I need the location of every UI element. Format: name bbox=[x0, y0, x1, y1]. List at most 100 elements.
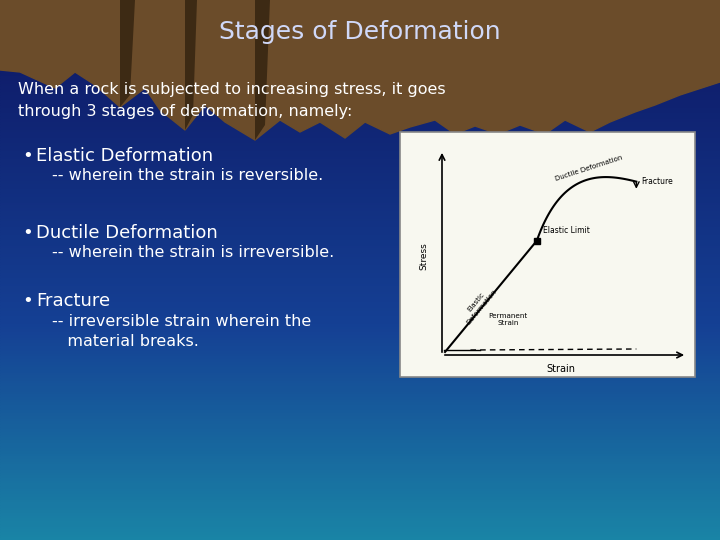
Bar bbox=[0, 437, 720, 440]
Bar bbox=[0, 348, 720, 351]
Bar bbox=[0, 321, 720, 324]
Text: Elastic
Deformation: Elastic Deformation bbox=[460, 284, 498, 325]
Bar bbox=[0, 335, 720, 338]
Bar bbox=[0, 389, 720, 392]
Bar bbox=[0, 146, 720, 148]
Bar bbox=[0, 448, 720, 451]
Bar bbox=[0, 521, 720, 524]
Bar bbox=[0, 224, 720, 227]
Bar bbox=[0, 219, 720, 221]
Bar bbox=[0, 367, 720, 370]
Bar bbox=[0, 202, 720, 205]
Bar bbox=[0, 267, 720, 270]
Bar bbox=[0, 435, 720, 437]
Bar bbox=[0, 346, 720, 348]
Bar bbox=[0, 489, 720, 491]
Bar bbox=[0, 76, 720, 78]
Bar bbox=[0, 227, 720, 229]
Bar bbox=[0, 427, 720, 429]
Bar bbox=[0, 111, 720, 113]
Bar bbox=[0, 273, 720, 275]
Bar bbox=[0, 351, 720, 354]
Bar bbox=[0, 386, 720, 389]
Bar bbox=[0, 200, 720, 202]
Bar bbox=[0, 0, 720, 3]
Bar bbox=[0, 243, 720, 246]
Text: Stress: Stress bbox=[420, 242, 428, 271]
Bar bbox=[0, 232, 720, 235]
Text: •: • bbox=[22, 224, 32, 242]
Bar bbox=[0, 73, 720, 76]
Bar bbox=[0, 40, 720, 43]
Bar bbox=[0, 165, 720, 167]
Bar bbox=[0, 491, 720, 494]
Bar bbox=[0, 116, 720, 119]
Bar bbox=[0, 127, 720, 130]
Bar bbox=[0, 532, 720, 535]
Bar bbox=[0, 122, 720, 124]
Bar bbox=[0, 62, 720, 65]
Bar bbox=[0, 30, 720, 32]
Bar bbox=[0, 140, 720, 143]
Bar bbox=[0, 275, 720, 278]
Bar bbox=[0, 481, 720, 483]
Bar bbox=[0, 454, 720, 456]
Bar bbox=[0, 100, 720, 103]
Bar bbox=[0, 508, 720, 510]
Bar bbox=[0, 537, 720, 540]
Bar bbox=[0, 59, 720, 62]
Bar bbox=[0, 486, 720, 489]
Bar bbox=[0, 24, 720, 27]
Text: •: • bbox=[22, 292, 32, 310]
Bar bbox=[0, 248, 720, 251]
Bar bbox=[0, 497, 720, 500]
Bar bbox=[0, 5, 720, 8]
Bar bbox=[0, 392, 720, 394]
Bar bbox=[0, 502, 720, 505]
Bar bbox=[0, 22, 720, 24]
Bar bbox=[0, 300, 720, 302]
Polygon shape bbox=[0, 0, 720, 140]
Bar bbox=[0, 375, 720, 378]
Bar bbox=[0, 3, 720, 5]
Bar bbox=[0, 354, 720, 356]
Bar bbox=[0, 151, 720, 154]
Bar bbox=[0, 124, 720, 127]
Bar bbox=[0, 135, 720, 138]
Bar bbox=[0, 510, 720, 513]
Text: •: • bbox=[22, 147, 32, 165]
Bar bbox=[0, 108, 720, 111]
Bar bbox=[0, 513, 720, 516]
Bar bbox=[0, 467, 720, 470]
Bar bbox=[0, 302, 720, 305]
Polygon shape bbox=[610, 0, 720, 95]
Bar bbox=[0, 205, 720, 208]
Bar bbox=[0, 327, 720, 329]
Bar bbox=[0, 308, 720, 310]
Bar bbox=[0, 294, 720, 297]
Polygon shape bbox=[120, 0, 135, 107]
Bar bbox=[0, 189, 720, 192]
Bar bbox=[0, 81, 720, 84]
Bar bbox=[0, 86, 720, 89]
Bar bbox=[0, 292, 720, 294]
Text: Stages of Deformation: Stages of Deformation bbox=[219, 20, 501, 44]
Bar bbox=[0, 208, 720, 211]
Bar bbox=[0, 57, 720, 59]
Bar bbox=[0, 526, 720, 529]
Bar bbox=[0, 408, 720, 410]
Bar bbox=[0, 319, 720, 321]
Bar bbox=[0, 14, 720, 16]
Bar bbox=[0, 178, 720, 181]
Bar bbox=[0, 54, 720, 57]
Bar bbox=[0, 235, 720, 238]
Bar bbox=[0, 478, 720, 481]
Bar bbox=[0, 286, 720, 289]
Bar bbox=[0, 94, 720, 97]
Bar bbox=[0, 405, 720, 408]
Text: Permanent
Strain: Permanent Strain bbox=[489, 313, 528, 326]
Bar bbox=[0, 310, 720, 313]
Bar bbox=[0, 324, 720, 327]
Text: Elastic Limit: Elastic Limit bbox=[543, 226, 590, 235]
Bar bbox=[0, 213, 720, 216]
